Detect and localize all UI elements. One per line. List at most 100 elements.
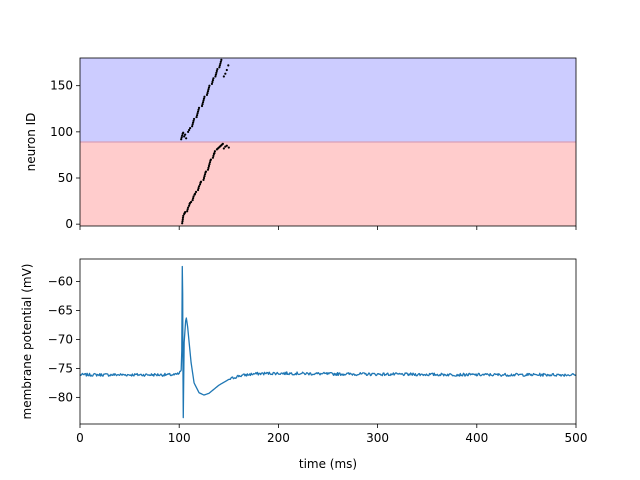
spike-point [192,122,194,124]
potential-axes-frame [80,259,576,424]
spike-point [215,74,217,76]
spike-point [212,155,214,157]
spike-point [190,201,192,203]
spike-point [208,85,210,87]
spike-point [208,86,210,88]
time-x-axis-label: time (ms) [299,457,357,471]
spike-point [186,210,188,212]
raster-y-ticks: 0 50 100 150 [50,79,80,231]
spike-point [196,114,198,116]
spike-point [185,137,187,139]
spike-point [193,118,195,120]
spike-point [199,183,201,185]
spike-point [187,208,189,210]
spike-point [207,167,209,169]
spike-point [203,177,205,179]
spike-point [212,79,214,81]
spike-point [206,94,208,96]
spike-point [181,222,183,224]
potential-y-tick-label: −75 [48,361,73,375]
spike-point [198,107,200,109]
spike-point [215,72,217,74]
spike-point [200,181,202,183]
spike-point [192,120,194,122]
raster-y-tick-label: 100 [50,125,73,139]
spike-point [203,175,205,177]
population-band-1 [80,142,576,226]
spike-point [220,61,222,63]
spike-point [188,205,190,207]
spike-point [181,220,183,222]
spike-point [218,66,220,68]
spike-point [191,199,193,201]
spike-point [201,103,203,105]
spike-point [207,90,209,92]
time-x-tick-label: 0 [76,431,84,445]
potential-y-tick-label: −70 [48,332,73,346]
spike-point [197,189,199,191]
raster-y-tick-label: 150 [50,79,73,93]
spike-point [227,64,229,66]
spike-point [184,211,186,213]
spike-point [211,81,213,83]
spike-point [182,217,184,219]
spike-point [196,112,198,114]
spike-point [228,146,230,148]
spike-point [197,110,199,112]
spike-point [212,157,214,159]
potential-y-tick-label: −80 [48,390,73,404]
spike-point [205,170,207,172]
raster-panel: 0 50 100 150 neuron ID [24,58,576,231]
time-x-tick-label: 100 [168,431,191,445]
potential-y-axis-label: membrane potential (mV) [20,264,34,420]
spike-point [213,152,215,154]
spike-point [197,187,199,189]
spike-point [195,191,197,193]
potential-y-ticks: −60 −65 −70 −75 −80 [48,275,80,405]
spike-point [181,136,183,138]
time-x-tick-label: 200 [267,431,290,445]
spike-point [216,70,218,72]
spike-point [212,77,214,79]
spike-point [208,165,210,167]
spike-point [202,179,204,181]
spike-point [216,68,218,70]
potential-y-tick-label: −65 [48,304,73,318]
spike-point [203,98,205,100]
spike-point [201,105,203,107]
spike-point [223,75,225,77]
spike-point [202,99,204,101]
spike-point [189,127,191,129]
raster-y-tick-label: 50 [58,171,73,185]
spike-point [224,73,226,75]
raster-y-axis-label: neuron ID [24,113,38,172]
spike-point [214,150,216,152]
time-x-tick-label: 400 [465,431,488,445]
spike-point [184,134,186,136]
spike-point [197,109,199,111]
spike-point [209,161,211,163]
spike-point [192,197,194,199]
spike-point [203,96,205,98]
spike-point [211,83,213,85]
raster-x-ticks [80,226,576,230]
spike-point [208,163,210,165]
spike-point [191,125,193,127]
spike-point [210,158,212,160]
spike-point [207,88,209,90]
spike-point [181,134,183,136]
potential-y-tick-label: −60 [48,275,73,289]
spike-point [191,123,193,125]
population-band-2 [80,58,576,142]
spike-point [223,147,225,149]
spike-point [222,143,224,145]
membrane-potential-panel: −60 −65 −70 −75 −80 0 100 200 300 400 500 membran… [20,259,587,471]
time-x-tick-label: 300 [366,431,389,445]
spike-point [226,69,228,71]
raster-y-tick-label: 0 [65,217,73,231]
spike-point [214,75,216,77]
membrane-potential-trace [80,267,576,418]
time-x-tick-label: 500 [565,431,588,445]
time-x-ticks: 0 100 200 300 400 500 [76,424,587,445]
spike-point [204,173,206,175]
